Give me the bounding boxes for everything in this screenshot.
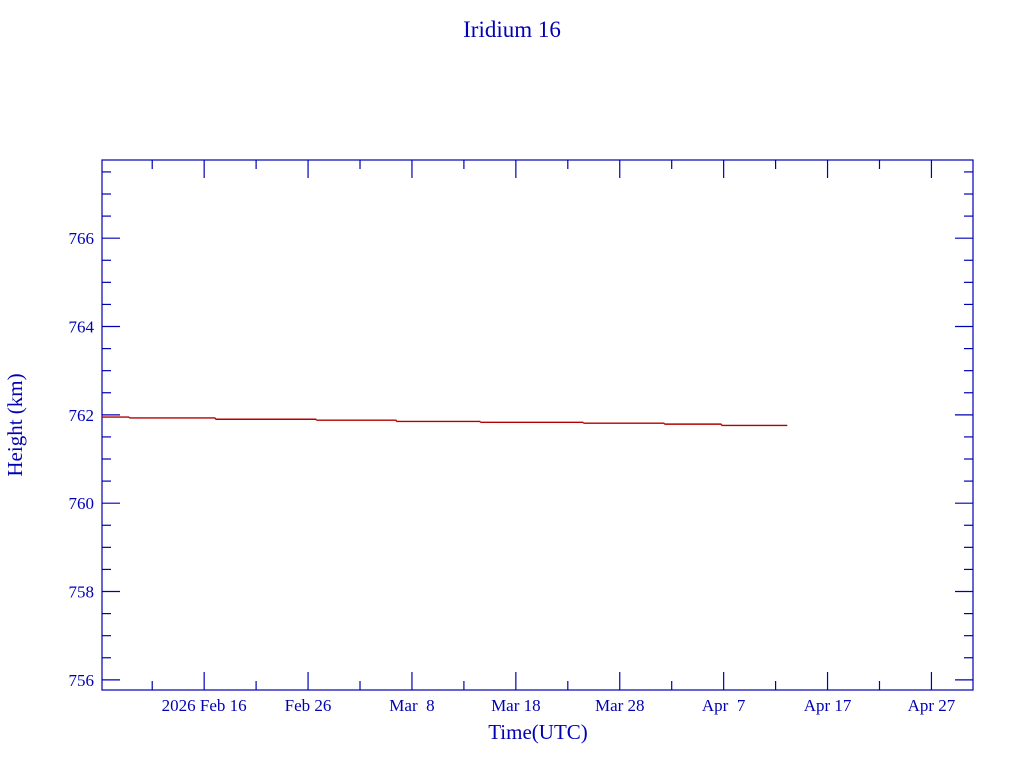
y-tick-label: 766 — [69, 229, 95, 248]
x-tick-label: Feb 26 — [285, 696, 332, 715]
x-tick-label: Apr 17 — [804, 696, 852, 715]
plot-frame — [101, 159, 974, 691]
series-group — [102, 416, 788, 427]
y-tick-label: 760 — [69, 494, 95, 513]
x-tick-labels: 2026 Feb 16 Feb 26 Mar 8 Mar 18 Mar 28 Apr 7 A… — [162, 696, 956, 715]
y-tick-label: 764 — [69, 318, 95, 337]
x-tick-label: 2026 Feb 16 — [162, 696, 247, 715]
x-tick-label: Apr 27 — [908, 696, 956, 715]
axis-ticks — [102, 160, 973, 690]
x-axis-label: Time(UTC) — [488, 720, 588, 744]
chart-title: Iridium 16 — [463, 17, 561, 42]
y-tick-labels: 756 758 760 762 764 766 — [69, 229, 95, 690]
y-tick-label: 758 — [69, 583, 95, 602]
x-tick-label: Mar 18 — [491, 696, 541, 715]
y-tick-label: 756 — [69, 671, 95, 690]
x-tick-label: Mar 8 — [389, 696, 434, 715]
x-tick-label: Apr 7 — [702, 696, 746, 715]
y-axis-label: Height (km) — [3, 373, 27, 476]
y-tick-label: 762 — [69, 406, 95, 425]
x-tick-label: Mar 28 — [595, 696, 645, 715]
